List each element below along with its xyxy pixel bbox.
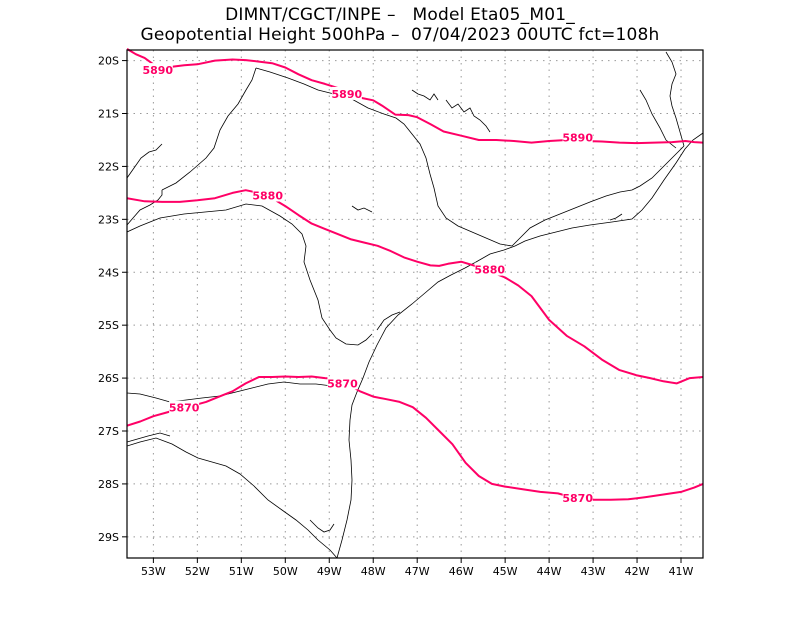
furnas-lake [445,99,491,133]
paraguay-border [126,143,163,179]
x-tick-label: 43W [581,565,606,578]
sp-pr-border [126,203,373,346]
y-tick-label: 21S [98,108,119,121]
contour-label-5870: 5870 [327,377,358,390]
x-tick-label: 45W [493,565,518,578]
contour-label-bg [327,376,358,390]
contour-label-5890: 5890 [142,64,173,77]
contour-label-bg [474,262,505,276]
contour-label-5890: 5890 [562,131,593,144]
ms-sp-border [161,67,257,191]
x-tick-label: 41W [669,565,694,578]
contour-label-bg [562,130,593,144]
x-tick-label: 47W [405,565,430,578]
contour-label-5890: 5890 [332,88,363,101]
contour-5880 [126,189,704,385]
y-tick-label: 20S [98,55,119,68]
contour-label-bg [562,491,593,505]
x-tick-label: 52W [185,565,210,578]
x-tick-label: 46W [449,565,474,578]
contour-label-5880: 5880 [474,264,505,277]
atlantic-coastline [336,132,704,559]
contour-label-bg [169,400,200,414]
y-tick-label: 25S [98,319,119,332]
contour-label-bg [252,188,283,202]
contour-label-5870: 5870 [169,402,200,415]
contour-5870 [126,375,704,501]
coastline-and-borders [126,51,704,559]
x-tick-label: 53W [141,565,166,578]
contour-5890 [126,48,704,145]
contour-label-bg [142,63,173,77]
contour-label-bg [331,86,362,100]
y-tick-label: 26S [98,372,119,385]
lat-lon-grid [127,50,703,558]
x-tick-label: 42W [625,565,650,578]
mg-rj-border [511,145,685,247]
x-axis-ticks: 53W 52W 51W 50W 49W 48W 47W 46W 45W 44W 43W 42W 41W [141,558,694,578]
rs-coast-lagoon [309,519,335,533]
contour-labels: 5890 5890 5890 5880 5880 5870 5870 5870 [142,63,593,505]
pr-sc-border [126,381,347,403]
x-tick-label: 49W [317,565,342,578]
height-contours [126,48,704,501]
mg-es-border [665,51,685,147]
x-tick-label: 51W [229,565,254,578]
title-line-2: Geopotential Height 500hPa – 07/04/2023 … [140,25,660,45]
contour-label-5870: 5870 [562,492,593,505]
itaipu-reservoir [351,205,373,213]
y-tick-label: 24S [98,266,119,279]
x-tick-label: 48W [361,565,386,578]
sc-rs-border [126,437,338,559]
reservoir [411,89,439,101]
y-tick-label: 27S [98,425,119,438]
y-tick-label: 22S [98,160,119,173]
title-line-1: DIMNT/CGCT/INPE – Model Eta05_M01_ [225,5,575,25]
contour-label-5880: 5880 [252,190,283,203]
y-tick-label: 28S [98,478,119,491]
x-tick-label: 44W [537,565,562,578]
rio-uruguay [126,432,171,443]
ms-border-west [126,190,163,226]
paranagua-bay [376,311,401,331]
y-axis-ticks: 20S 21S 22S 23S 24S 25S 26S 27S 28S 29S [98,55,127,544]
sp-mg-border [255,67,513,247]
guanabara-bay [609,213,623,221]
y-tick-label: 23S [98,213,119,226]
x-tick-label: 50W [273,565,298,578]
y-tick-label: 29S [98,531,119,544]
map-frame [126,49,704,559]
